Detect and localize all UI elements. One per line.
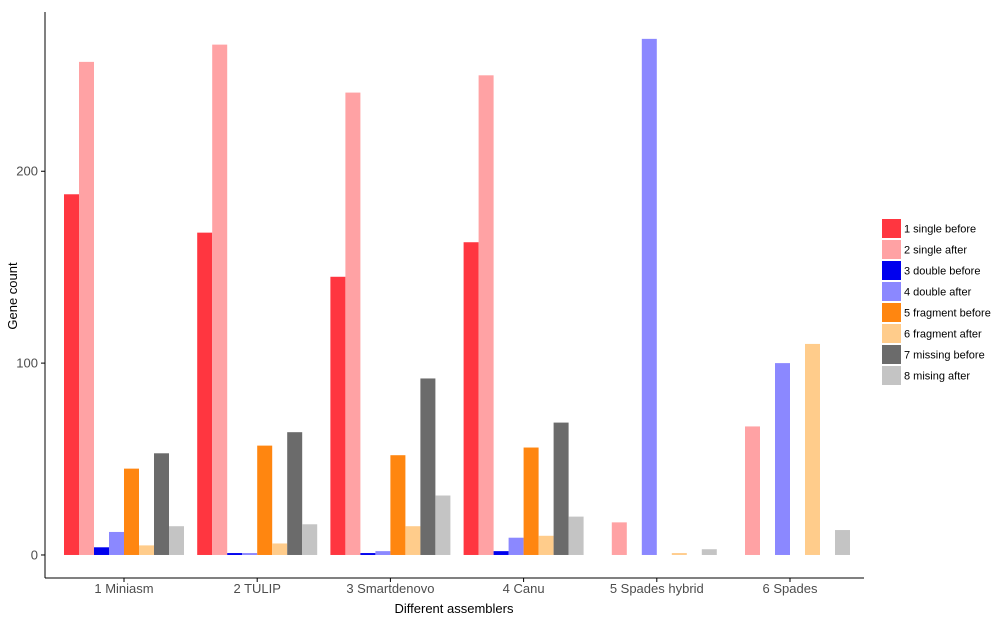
bar [493,551,509,555]
legend: 1 single before 2 single after 3 double be… [882,219,991,385]
bar [94,547,109,555]
bar [641,38,657,555]
legend-label: 2 single after [904,245,967,257]
bar [287,432,303,555]
bar [671,553,687,555]
bar [154,453,169,555]
bar [257,445,273,555]
bar [124,468,139,555]
bar [805,343,820,555]
x-axis-title: Different assemblers [395,601,514,616]
bar [775,363,790,555]
bar [701,549,717,555]
y-tick-label: 200 [16,164,38,179]
x-tick-label: 5 Spades hybrid [610,581,704,596]
bar [360,553,376,555]
bar [420,378,436,555]
legend-key [882,261,901,280]
bar [139,545,154,555]
bars-layer [64,38,850,555]
x-tick-label: 3 Smartdenovo [346,581,434,596]
legend-key [882,240,901,259]
legend-label: 5 fragment before [904,308,991,320]
bar [553,422,569,555]
bar [508,537,524,555]
legend-label: 6 fragment after [904,329,982,341]
legend-label: 1 single before [904,224,976,236]
bar [538,535,554,555]
bar [345,92,361,555]
bar [478,75,494,555]
bar [272,543,288,555]
legend-key [882,282,901,301]
bar [302,524,318,555]
bar [405,526,421,555]
bar [197,232,213,555]
bar [242,553,258,555]
bar [109,531,124,555]
bar [611,522,627,555]
bar [463,242,479,555]
legend-key [882,345,901,364]
y-axis-title: Gene count [5,262,20,330]
y-axis-ticks: 0 100 200 [16,164,45,562]
y-tick-label: 100 [16,356,38,371]
bar [745,426,760,555]
bar [227,553,243,555]
bar [212,44,228,555]
bar [390,455,406,555]
legend-key [882,366,901,385]
legend-label: 8 mising after [904,371,970,383]
x-axis-ticks: 1 Miniasm 2 TULIP 3 Smartdenovo 4 Canu 5 Spa… [94,578,818,596]
bar [375,551,391,555]
bar [435,495,451,555]
legend-label: 7 missing before [904,350,985,362]
bar [64,194,79,555]
x-tick-label: 1 Miniasm [94,581,153,596]
x-tick-label: 2 TULIP [233,581,280,596]
x-tick-label: 4 Canu [503,581,545,596]
legend-key [882,324,901,343]
legend-label: 4 double after [904,287,972,299]
bar [523,447,539,555]
legend-label: 3 double before [904,266,980,278]
x-tick-label: 6 Spades [763,581,818,596]
legend-key [882,303,901,322]
legend-key [882,219,901,238]
bar [169,526,184,555]
bar [330,276,346,555]
y-tick-label: 0 [31,547,38,562]
bar [835,530,850,555]
bar [79,61,94,555]
bar [568,516,584,555]
